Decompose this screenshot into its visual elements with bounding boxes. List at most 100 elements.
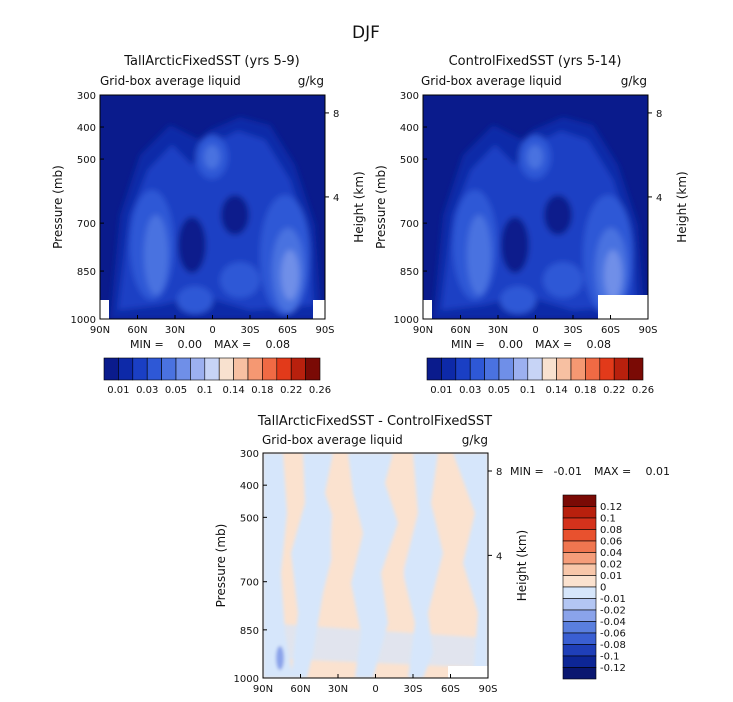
colorbar-tick-label: -0.02 — [600, 606, 626, 617]
y-tick-label: 300 — [77, 91, 96, 102]
y-tick-label: 850 — [400, 267, 419, 278]
colorbar-tick-label: 0.02 — [600, 560, 622, 571]
x-tick-label: 60S — [441, 684, 460, 695]
y-axis-label: Pressure (mb) — [214, 524, 228, 608]
colorbar-swatch — [175, 357, 191, 381]
colorbar-tick-label: -0.12 — [600, 663, 626, 674]
panel-1-title: TallArcticFixedSST (yrs 5-9) — [123, 54, 300, 69]
y-tick-label: 850 — [240, 626, 259, 637]
y2-tick-label: 4 — [656, 193, 662, 204]
colorbar-tick-label: 0.1 — [600, 514, 616, 525]
colorbar-swatch — [190, 357, 206, 381]
y2-axis-label: Height (km) — [515, 530, 529, 601]
max-label: MAX = — [214, 338, 251, 351]
y-tick-label: 300 — [240, 449, 259, 460]
colorbar-swatch — [562, 621, 597, 634]
colorbar-swatch — [247, 357, 263, 381]
colorbar-tick-label: 0.01 — [107, 385, 129, 396]
colorbar-swatch — [599, 357, 615, 381]
y2-tick-label: 8 — [333, 109, 339, 120]
colorbar-tick-label: 0.03 — [136, 385, 158, 396]
colorbar-swatch — [562, 552, 597, 565]
colorbar-tick-label: 0.05 — [488, 385, 510, 396]
min-label: MIN = — [130, 338, 164, 351]
colorbar-swatch — [562, 586, 597, 599]
colorbar-swatch — [161, 357, 177, 381]
y-axis-label: Pressure (mb) — [374, 165, 388, 249]
colorbar-swatch — [426, 357, 442, 381]
min-value: 0.00 — [499, 338, 524, 351]
x-tick-label: 60S — [601, 325, 620, 336]
panel-1-plot — [100, 95, 325, 319]
colorbar-tick-label: -0.01 — [600, 594, 626, 605]
y-tick-label: 500 — [77, 155, 96, 166]
x-tick-label: 60S — [278, 325, 297, 336]
colorbar-swatch — [562, 667, 597, 680]
colorbar-swatch — [556, 357, 572, 381]
y-tick-label: 700 — [400, 219, 419, 230]
panel-3-subtitle: Grid-box average liquid — [262, 433, 403, 447]
x-tick-label: 60N — [290, 684, 310, 695]
y-tick-label: 500 — [240, 513, 259, 524]
panel-3: TallArcticFixedSST - ControlFixedSST Gri… — [257, 414, 492, 679]
panel-2: ControlFixedSST (yrs 5-14) Grid-box aver… — [421, 54, 649, 320]
colorbar-tick-label: 0.26 — [309, 385, 331, 396]
colorbar-swatch — [562, 529, 597, 542]
y2-tick-label: 8 — [656, 109, 662, 120]
colorbar-swatch — [441, 357, 457, 381]
min-label: MIN = — [510, 465, 544, 478]
colorbar-swatch — [562, 540, 597, 553]
y-tick-label: 400 — [400, 123, 419, 134]
panel-1: TallArcticFixedSST (yrs 5-9) Grid-box av… — [99, 54, 326, 320]
colorbar-swatch — [132, 357, 148, 381]
x-tick-label: 90N — [90, 325, 110, 336]
y-tick-label: 1000 — [394, 315, 419, 326]
colorbar-swatch — [562, 494, 597, 507]
colorbar-tick-label: 0.22 — [280, 385, 302, 396]
colorbar-swatch — [204, 357, 220, 381]
colorbar-swatch — [233, 357, 249, 381]
colorbar-tick-label: 0.01 — [600, 571, 622, 582]
colorbar-swatch — [469, 357, 485, 381]
panel-2-units: g/kg — [621, 74, 647, 88]
colorbar-tick-label: 0.06 — [600, 537, 622, 548]
colorbar-swatch — [513, 357, 529, 381]
y2-tick-label: 4 — [496, 551, 502, 562]
y-tick-label: 1000 — [71, 315, 96, 326]
max-value: 0.01 — [646, 465, 671, 478]
x-tick-label: 30S — [403, 684, 422, 695]
y-tick-label: 400 — [77, 123, 96, 134]
y-tick-label: 500 — [400, 155, 419, 166]
colorbar-layer: 0.01 0.03 0.05 0.1 0.14 0.18 0.22 0.26 0.01 0.03 0… — [103, 357, 654, 680]
colorbar-tick-label: 0.18 — [251, 385, 273, 396]
colorbar-swatch — [218, 357, 234, 381]
max-value: 0.08 — [587, 338, 612, 351]
colorbar-tick-label: 0.04 — [600, 548, 622, 559]
colorbar-swatch — [484, 357, 500, 381]
x-tick-label: 0 — [532, 325, 538, 336]
x-tick-label: 90N — [253, 684, 273, 695]
colorbar-tick-label: 0.08 — [600, 525, 622, 536]
page-title: DJF — [352, 23, 380, 43]
x-tick-label: 60N — [127, 325, 147, 336]
colorbar-swatch — [562, 517, 597, 530]
x-tick-label: 0 — [209, 325, 215, 336]
colorbar-tick-label: 0.1 — [197, 385, 213, 396]
colorbar-swatch — [541, 357, 557, 381]
colorbar-swatch — [498, 357, 514, 381]
y2-tick-label: 8 — [496, 467, 502, 478]
colorbar-swatch — [562, 563, 597, 576]
colorbar-swatch — [276, 357, 292, 381]
panel-2-title: ControlFixedSST (yrs 5-14) — [449, 54, 622, 69]
stats-layer: MIN = 0.00 MAX = 0.08 MIN = 0.00 MAX = 0.08 MIN … — [130, 338, 670, 478]
colorbar-swatch — [118, 357, 134, 381]
colorbar-tick-label: 0 — [600, 583, 606, 594]
colorbar-tick-label: 0.22 — [603, 385, 625, 396]
colorbar-swatch — [613, 357, 629, 381]
y2-axis-label: Height (km) — [675, 171, 689, 242]
colorbar-swatch — [455, 357, 471, 381]
panel-1-subtitle: Grid-box average liquid — [100, 74, 241, 88]
y-tick-label: 1000 — [234, 674, 259, 685]
colorbar-swatch — [562, 655, 597, 668]
y-tick-label: 300 — [400, 91, 419, 102]
